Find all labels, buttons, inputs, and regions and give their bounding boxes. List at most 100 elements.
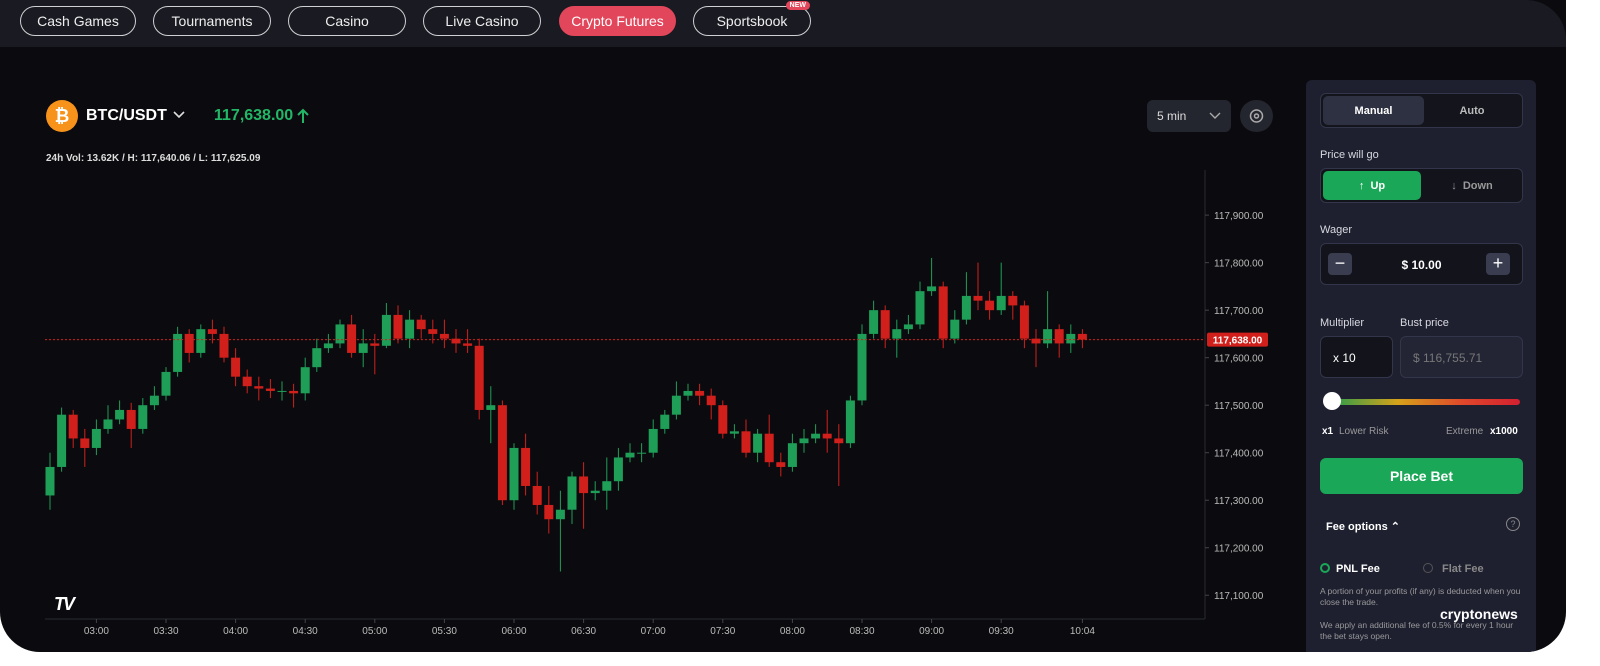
- tab-label: Live Casino: [445, 13, 519, 29]
- candle-body: [869, 310, 879, 334]
- candle-body: [347, 324, 357, 353]
- wager: $ 10.00: [1401, 258, 1442, 272]
- candle-body: [509, 447, 519, 501]
- slider-thumb[interactable]: [1323, 392, 1341, 410]
- candle-body: [497, 405, 507, 501]
- candle-body: [1077, 333, 1087, 340]
- nav-tab[interactable]: Sportsbook NEW: [693, 1, 811, 36]
- chart: 117,100.00 117,200.00 117,300.00 117,400.00…: [45, 170, 1268, 637]
- nav-tab[interactable]: Casino: [288, 6, 406, 36]
- fee-note: A portion of your profits (if any) is de…: [1320, 586, 1521, 607]
- y-tick-label: 117,200.00: [1214, 544, 1264, 555]
- nav-tab[interactable]: Live Casino: [423, 6, 541, 36]
- candle-body: [706, 395, 716, 406]
- candle-body: [68, 414, 78, 439]
- candle-body: [323, 343, 333, 349]
- risk-slider[interactable]: [1332, 399, 1520, 405]
- candle-body: [115, 409, 125, 420]
- place-bet[interactable]: Place Bet: [1320, 458, 1523, 494]
- pair-caret[interactable]: [172, 110, 186, 120]
- x-tick-label: 09:30: [989, 626, 1014, 637]
- candle-body: [718, 405, 728, 434]
- nav-tab[interactable]: Tournaments: [153, 6, 271, 36]
- label: Bust price: [1400, 317, 1449, 329]
- pair[interactable]: BTC/USDT: [86, 107, 167, 124]
- fee-title-text: Fee options: [1326, 521, 1388, 533]
- candle-body: [1066, 333, 1076, 344]
- candle-body: [880, 310, 890, 339]
- bust-price: $ 116,755.71: [1400, 336, 1523, 378]
- x-tick-label: 08:00: [780, 626, 805, 637]
- x-tick-label: 03:00: [84, 626, 109, 637]
- label: Price will go: [1320, 149, 1379, 161]
- candle-body: [486, 405, 496, 410]
- candle-body: [729, 431, 739, 434]
- multiplier-input[interactable]: x 10: [1320, 336, 1393, 378]
- candle-body: [196, 329, 206, 353]
- candle-body: [149, 395, 159, 406]
- candle-body: [903, 324, 913, 330]
- price: 117,638.00: [214, 107, 294, 124]
- candle-body: [950, 319, 960, 339]
- candle-body: [625, 452, 635, 458]
- candle-body: [845, 400, 855, 444]
- candle-body: [776, 462, 786, 467]
- y-tick-label: 117,700.00: [1214, 306, 1264, 317]
- badge: NEW: [785, 1, 810, 10]
- candle-body: [648, 428, 658, 453]
- candle-body: [184, 333, 194, 353]
- label: Multiplier: [1320, 317, 1365, 329]
- tv-logo: TV: [54, 594, 75, 614]
- nav-tab[interactable]: Cash Games: [20, 6, 136, 36]
- price-tag: [1207, 332, 1268, 347]
- mode-manual[interactable]: Manual: [1323, 96, 1424, 125]
- mode-auto[interactable]: Auto: [1459, 104, 1485, 117]
- candle-body: [532, 485, 542, 505]
- candle-body: [787, 443, 797, 467]
- candle-body: [637, 452, 647, 454]
- up-button[interactable]: ↑ Up: [1323, 171, 1421, 200]
- tab-label: Crypto Futures: [571, 13, 664, 29]
- candle-body: [57, 414, 67, 467]
- minus[interactable]: −: [1328, 253, 1352, 275]
- gear: [1249, 109, 1264, 123]
- up: Up: [1370, 179, 1386, 192]
- candle-body: [254, 386, 264, 389]
- candle-body: [370, 343, 380, 346]
- candle-body: [602, 481, 612, 491]
- price-arrow: [297, 108, 309, 123]
- x-tick-label: 08:30: [849, 626, 874, 637]
- candle-body: [277, 390, 287, 392]
- candle-body: [579, 476, 589, 494]
- caret: [1209, 112, 1221, 119]
- candle-body: [927, 286, 937, 292]
- candle-body: [811, 433, 821, 439]
- tab-label: Cash Games: [37, 13, 119, 29]
- plus[interactable]: +: [1486, 253, 1510, 275]
- y-tick-label: 117,400.00: [1214, 449, 1264, 460]
- interval-select[interactable]: 5 min: [1147, 100, 1231, 132]
- help[interactable]: ?: [1506, 517, 1520, 531]
- candle-body: [300, 367, 310, 394]
- y-tick-label: 117,500.00: [1214, 401, 1264, 412]
- settings-button[interactable]: [1240, 100, 1273, 132]
- candle-body: [405, 319, 415, 339]
- candle-body: [1031, 338, 1041, 344]
- candle-body: [567, 476, 577, 510]
- candle-body: [45, 466, 55, 496]
- down-button[interactable]: ↓ Down: [1451, 179, 1493, 192]
- candle-body: [138, 405, 148, 429]
- x-tick-label: 09:00: [919, 626, 944, 637]
- risk-max: x1000: [1490, 426, 1518, 437]
- radio-pnl[interactable]: [1320, 563, 1330, 573]
- candle-body: [764, 433, 774, 463]
- bust-value: $ 116,755.71: [1413, 351, 1483, 365]
- candle-body: [671, 395, 681, 415]
- nav-tab[interactable]: Crypto Futures: [559, 6, 676, 36]
- radio-flat[interactable]: [1423, 563, 1433, 573]
- risk-max-label: Extreme: [1446, 426, 1484, 437]
- candle-body: [80, 438, 90, 448]
- fee-title[interactable]: Fee options ⌃: [1326, 521, 1401, 533]
- candle-body: [613, 457, 623, 482]
- x-tick-label: 04:30: [293, 626, 318, 637]
